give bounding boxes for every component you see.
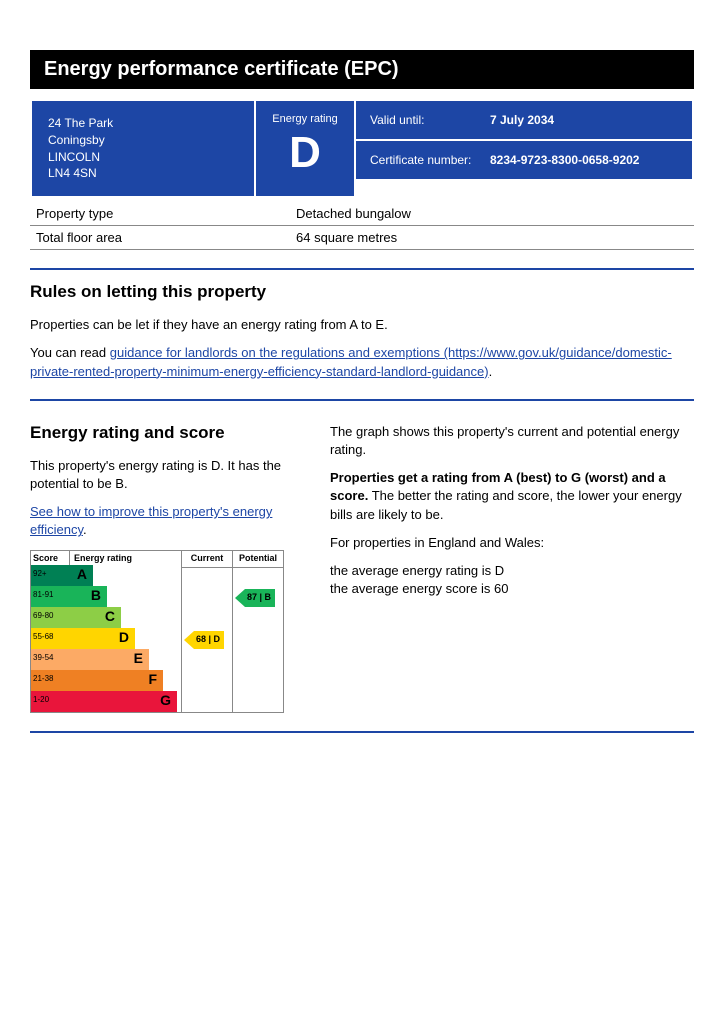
band-score: 39-54 xyxy=(31,649,65,670)
chart-band-row: 55-68 D xyxy=(31,628,181,649)
current-arrow: 68 | D xyxy=(184,631,224,649)
chart-head-potential: Potential xyxy=(233,551,283,568)
prop-key: Total floor area xyxy=(36,230,296,245)
chart-band-row: 21-38 F xyxy=(31,670,181,691)
chart-band-row: 39-54 E xyxy=(31,649,181,670)
band-letter: E xyxy=(134,650,143,666)
band-score: 21-38 xyxy=(31,670,65,691)
address-line: 24 The Park xyxy=(48,115,238,132)
band-score: 1-20 xyxy=(31,691,65,712)
text: You can read xyxy=(30,345,110,360)
band-bar: E xyxy=(65,649,149,670)
property-table: Property type Detached bungalow Total fl… xyxy=(30,202,694,250)
potential-arrow: 87 | B xyxy=(235,589,275,607)
score-r3: For properties in England and Wales: xyxy=(330,534,694,552)
text: the average energy score is 60 xyxy=(330,581,509,596)
energy-chart: Score Energy rating 92+ A 81-91 B 69-80 C 55-6… xyxy=(30,550,300,713)
score-r4: the average energy rating is D the avera… xyxy=(330,562,694,598)
rating-label: Energy rating xyxy=(260,113,350,125)
letting-heading: Rules on letting this property xyxy=(30,282,694,302)
header-box: 24 The Park Coningsby LINCOLN LN4 4SN En… xyxy=(30,99,694,198)
band-bar: A xyxy=(65,565,93,586)
divider xyxy=(30,399,694,401)
letting-p2: You can read guidance for landlords on t… xyxy=(30,344,694,380)
cert-cell: Certificate number: 8234-9723-8300-0658-… xyxy=(356,139,692,179)
divider xyxy=(30,268,694,270)
valid-value: 7 July 2034 xyxy=(490,113,678,127)
rating-cell: Energy rating D xyxy=(254,101,354,196)
prop-val: Detached bungalow xyxy=(296,206,688,221)
chart-head-score: Score xyxy=(31,551,70,565)
chart-band-row: 69-80 C xyxy=(31,607,181,628)
valid-cell: Valid until: 7 July 2034 xyxy=(356,101,692,139)
text: the average energy rating is D xyxy=(330,563,504,578)
chart-band-row: 92+ A xyxy=(31,565,181,586)
band-bar: G xyxy=(65,691,177,712)
band-letter: B xyxy=(91,587,101,603)
cert-label: Certificate number: xyxy=(370,153,490,167)
prop-val: 64 square metres xyxy=(296,230,688,245)
band-score: 69-80 xyxy=(31,607,65,628)
landlord-guidance-link[interactable]: guidance for landlords on the regulation… xyxy=(30,345,672,378)
page-title: Energy performance certificate (EPC) xyxy=(30,50,694,89)
divider xyxy=(30,731,694,733)
valid-label: Valid until: xyxy=(370,113,490,127)
score-p1: This property's energy rating is D. It h… xyxy=(30,457,300,493)
band-letter: C xyxy=(105,608,115,624)
band-letter: F xyxy=(148,671,157,687)
cert-value: 8234-9723-8300-0658-9202 xyxy=(490,153,678,167)
chart-band-row: 81-91 B xyxy=(31,586,181,607)
chart-head-current: Current xyxy=(182,551,232,568)
address-line: LINCOLN xyxy=(48,149,238,166)
band-letter: A xyxy=(77,566,87,582)
band-score: 55-68 xyxy=(31,628,65,649)
address-line: Coningsby xyxy=(48,132,238,149)
score-r1: The graph shows this property's current … xyxy=(330,423,694,459)
table-row: Total floor area 64 square metres xyxy=(30,226,694,250)
band-bar: B xyxy=(65,586,107,607)
text: The better the rating and score, the low… xyxy=(330,488,682,521)
rating-grade: D xyxy=(260,131,350,175)
address-cell: 24 The Park Coningsby LINCOLN LN4 4SN xyxy=(32,101,254,196)
text: . xyxy=(489,364,493,379)
address-line: LN4 4SN xyxy=(48,165,238,182)
band-bar: C xyxy=(65,607,121,628)
band-letter: D xyxy=(119,629,129,645)
score-r2: Properties get a rating from A (best) to… xyxy=(330,469,694,524)
band-letter: G xyxy=(160,692,171,708)
improve-efficiency-link[interactable]: See how to improve this property's energ… xyxy=(30,504,272,537)
chart-band-row: 1-20 G xyxy=(31,691,181,712)
band-score: 92+ xyxy=(31,565,65,586)
prop-key: Property type xyxy=(36,206,296,221)
table-row: Property type Detached bungalow xyxy=(30,202,694,226)
band-score: 81-91 xyxy=(31,586,65,607)
band-bar: F xyxy=(65,670,163,691)
score-heading: Energy rating and score xyxy=(30,423,300,443)
letting-p1: Properties can be let if they have an en… xyxy=(30,316,694,334)
band-bar: D xyxy=(65,628,135,649)
chart-head-rating: Energy rating xyxy=(70,551,181,565)
